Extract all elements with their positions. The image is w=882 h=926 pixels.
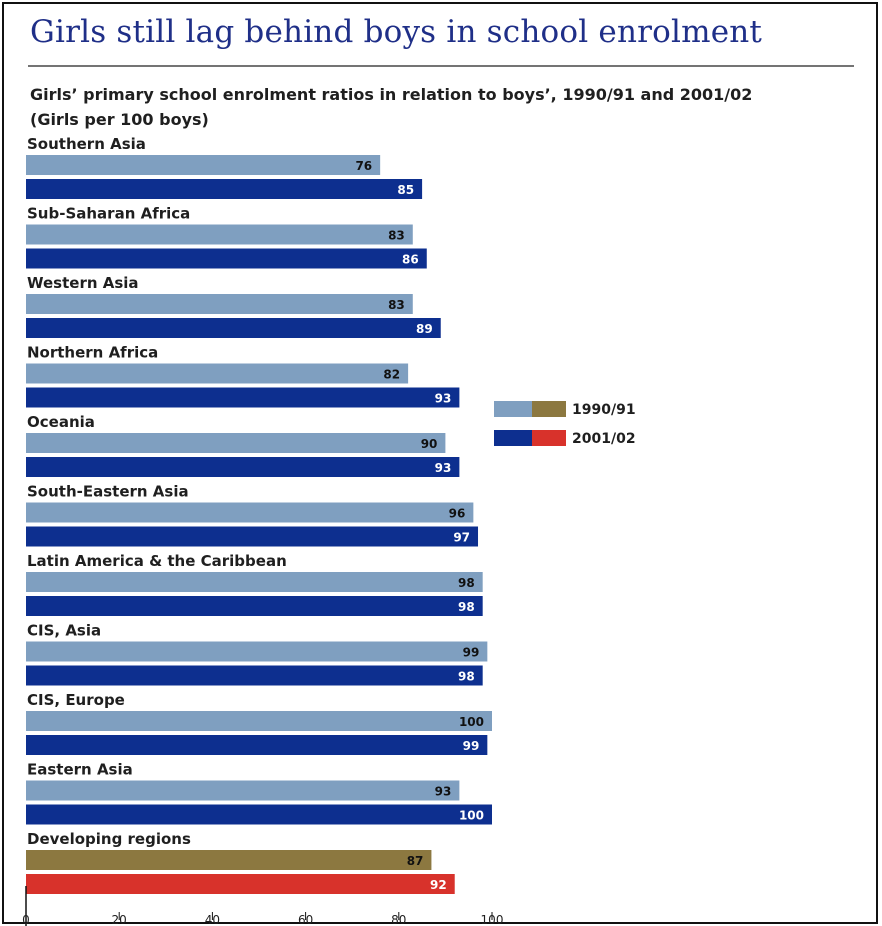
x-tick-label: 0 [22,913,30,926]
chart-title: Girls still lag behind boys in school en… [30,14,763,50]
bar-1990 [26,850,432,870]
x-tick-label: 80 [391,913,406,926]
bar-value-label: 82 [383,368,400,382]
category-label: Sub-Saharan Africa [27,205,190,223]
bar-value-label: 93 [435,785,452,799]
category-label: CIS, Asia [27,622,101,640]
bar-2001 [26,457,460,477]
bar-value-label: 93 [435,461,452,475]
bar-1990 [26,155,381,175]
bar-2001 [26,874,455,894]
bar-1990 [26,502,474,523]
category-label: Oceania [27,413,95,431]
bar-value-label: 83 [388,298,405,312]
bar-1990 [26,711,492,731]
bar-1990 [26,363,409,384]
x-tick-label: 20 [112,913,127,926]
category-label: Western Asia [27,274,139,292]
category-label: Southern Asia [27,135,146,153]
bar-value-label: 83 [388,229,405,243]
bar-1990 [26,780,460,801]
legend-label-2001: 2001/02 [572,431,636,447]
bar-2001 [26,318,441,338]
bar-2001 [26,526,479,547]
bar-value-label: 98 [458,670,475,684]
legend-label-1990: 1990/91 [572,402,636,418]
legend-swatch-2001-blue [494,430,532,446]
bar-value-label: 98 [458,576,475,590]
bar-value-label: 97 [453,531,470,545]
legend-swatch-1990-developing [532,401,566,417]
bar-2001 [26,387,460,408]
bar-value-label: 89 [416,322,433,336]
bar-value-label: 92 [430,878,447,892]
bar-2001 [26,665,483,686]
category-label: Northern Africa [27,344,158,362]
category-label: South-Eastern Asia [27,483,189,501]
bar-value-label: 87 [407,854,424,868]
bar-1990 [26,224,413,245]
bar-1990 [26,433,446,453]
bar-1990 [26,572,483,592]
bar-value-label: 90 [421,437,438,451]
legend-swatch-2001-developing [532,430,566,446]
bar-2001 [26,735,488,755]
bar-2001 [26,179,423,199]
category-label: Eastern Asia [27,761,133,779]
bar-value-label: 85 [397,183,414,197]
bar-value-label: 86 [402,253,419,267]
bar-2001 [26,596,483,616]
category-label: CIS, Europe [27,691,125,709]
category-label: Developing regions [27,830,191,848]
x-tick-label: 60 [298,913,313,926]
bar-value-label: 100 [459,715,484,729]
bar-value-label: 100 [459,809,484,823]
category-label: Latin America & the Caribbean [27,552,287,570]
bar-1990 [26,641,488,662]
bar-1990 [26,294,413,314]
bar-value-label: 99 [463,739,480,753]
x-tick-label: 40 [205,913,220,926]
x-tick-label: 100 [481,913,504,926]
bar-value-label: 99 [463,646,480,660]
title-rule [28,65,854,67]
bar-value-label: 96 [449,507,466,521]
bar-value-label: 76 [355,159,372,173]
bar-2001 [26,248,427,269]
bar-value-label: 98 [458,600,475,614]
bar-2001 [26,804,492,825]
bar-value-label: 93 [435,392,452,406]
legend-swatch-1990-blue [494,401,532,417]
chart-subtitle: Girls’ primary school enrolment ratios i… [30,85,753,129]
